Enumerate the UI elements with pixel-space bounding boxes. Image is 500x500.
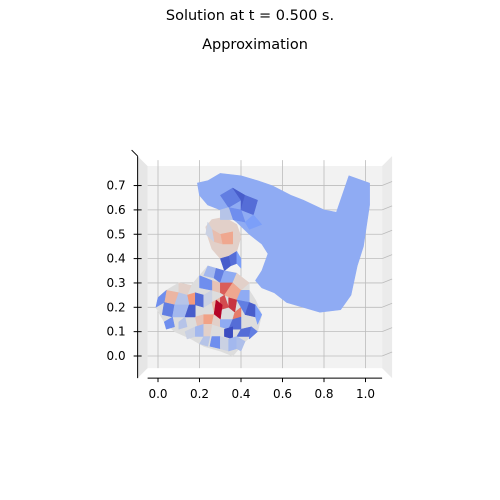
surface-facet-5: [220, 207, 233, 220]
grid-y-side-0: [381, 351, 393, 357]
surface-facet-38: [255, 304, 263, 325]
surface-facet-52: [199, 336, 211, 347]
x-tick-label-5: 1.0: [356, 387, 375, 401]
y-tick-label-6: 0.6: [107, 203, 126, 217]
y-tick-label-2: 0.2: [107, 300, 126, 314]
surface-facet-54: [220, 336, 229, 352]
surface-facet-46: [249, 326, 258, 340]
surface-facet-8: [205, 221, 215, 242]
x-axis-ticks: 0.0 0.2 0.4 0.6 0.8 1.0: [148, 378, 375, 401]
grid-y-side-5: [381, 229, 393, 235]
grid-y-side-6: [381, 205, 393, 211]
surface-facet-53: [209, 336, 221, 349]
y-tick-label-7: 0.7: [107, 179, 126, 193]
grid-y-side-4: [381, 254, 393, 259]
y-tick-label-5: 0.5: [107, 227, 126, 241]
x-tick-label-4: 0.8: [314, 387, 333, 401]
grid-y-side-7: [381, 181, 393, 186]
surface-facet-26: [195, 292, 204, 308]
grid-y-side-3: [381, 278, 393, 284]
x-tick-label-3: 0.6: [273, 387, 292, 401]
surface-facet-4: [244, 214, 263, 230]
figure-suptitle: Solution at t = 0.500 s.: [165, 8, 335, 24]
surface-facet-56: [236, 336, 246, 352]
axes-title: Approximation: [202, 37, 308, 53]
surface-facet-10: [220, 255, 231, 272]
x-tick-label-0: 0.0: [148, 387, 167, 401]
y-tick-label-0: 0.0: [107, 349, 126, 363]
right-pane: [382, 156, 393, 379]
surface-facet-16: [211, 280, 221, 293]
surface-facet-48: [163, 316, 175, 330]
surface-region-right-plateau: [197, 173, 370, 313]
surface: [155, 173, 370, 357]
y-tick-label-1: 0.1: [107, 325, 126, 339]
x-tick-label-2: 0.4: [231, 387, 250, 401]
y-axis-ticks: 0.0 0.1 0.2 0.3 0.4 0.5 0.6 0.7: [107, 179, 142, 363]
x-tick-label-1: 0.2: [190, 387, 209, 401]
y-axis-top: [131, 149, 138, 157]
surface-facet-11: [236, 251, 242, 269]
grid-y-side-1: [381, 327, 393, 333]
grid-y-side-2: [381, 302, 393, 308]
surface-facet-47: [178, 316, 188, 330]
y-tick-label-4: 0.4: [107, 252, 126, 266]
axis-lines: [131, 149, 383, 379]
left-pane: [137, 156, 148, 379]
surface-facet-55: [228, 336, 238, 352]
y-tick-label-3: 0.3: [107, 276, 126, 290]
